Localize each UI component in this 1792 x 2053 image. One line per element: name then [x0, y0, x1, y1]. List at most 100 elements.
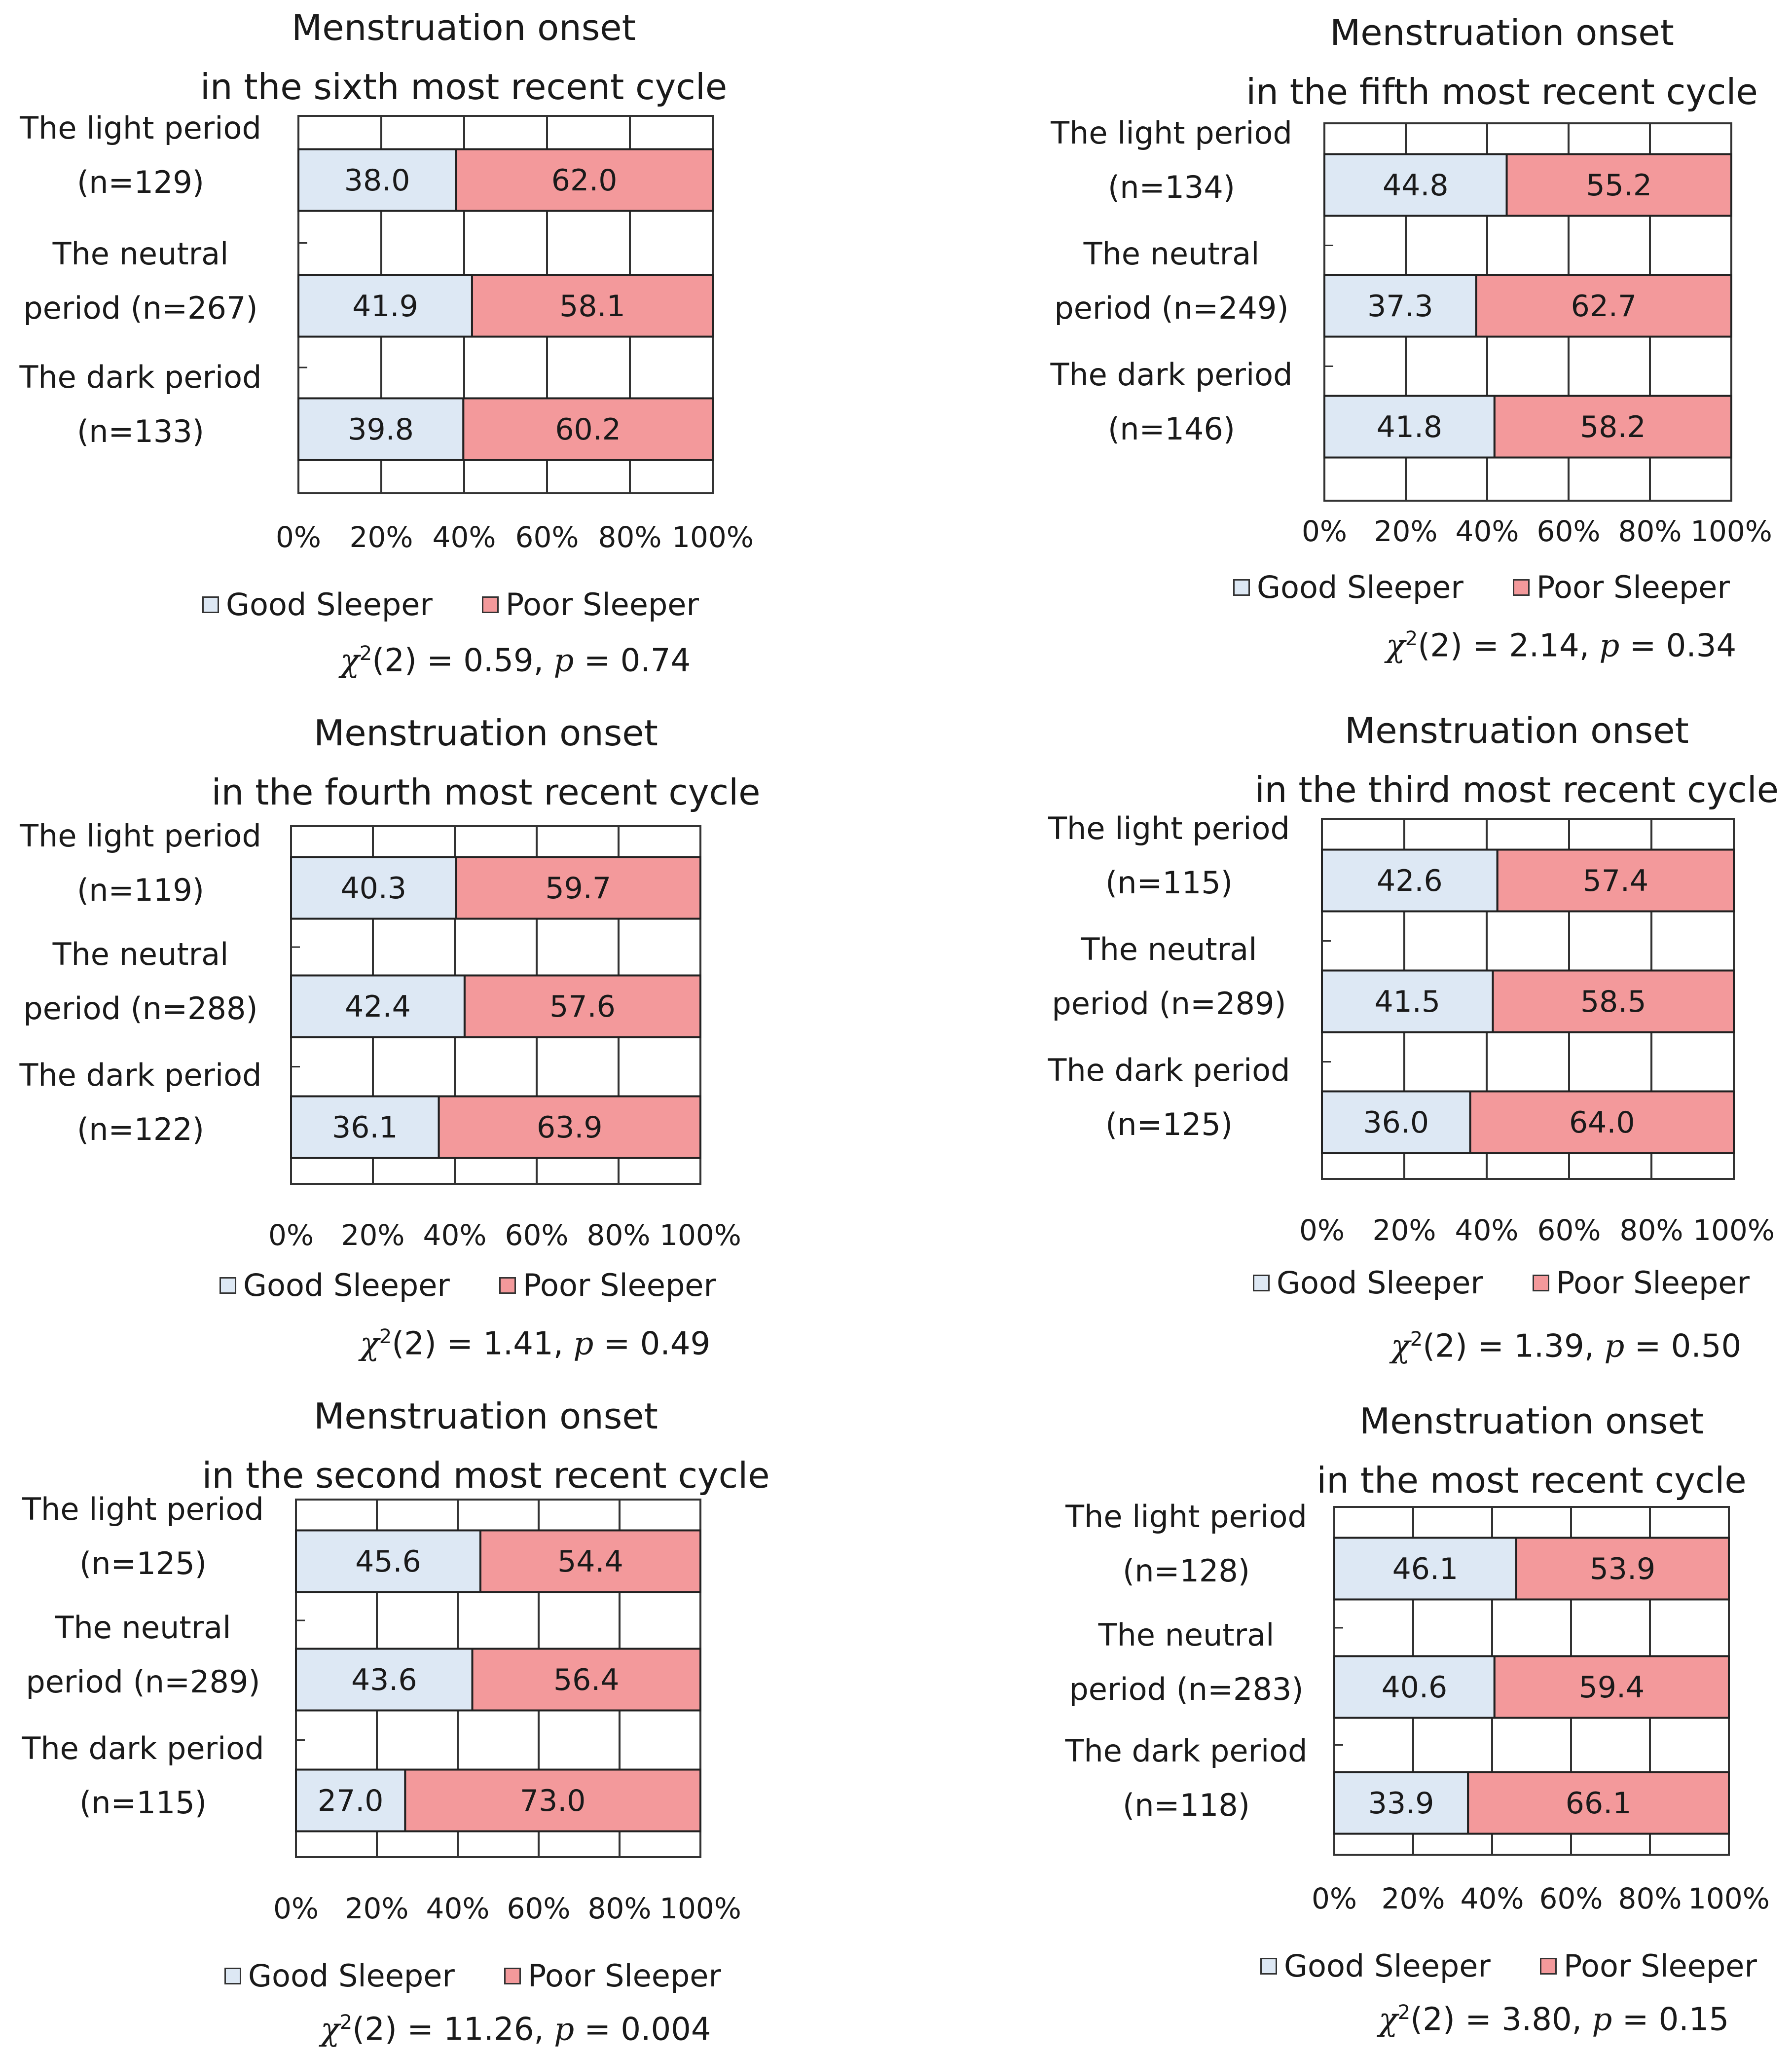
x-tick-label: 100%: [659, 1892, 741, 1925]
legend-item-good: Good Sleeper: [202, 589, 433, 620]
chi-value: (2) = 11.26,: [352, 2011, 554, 2048]
x-tick-label: 60%: [1537, 1213, 1601, 1247]
chi-value: (2) = 1.41,: [392, 1325, 574, 1362]
chi-value: (2) = 3.80,: [1410, 2001, 1592, 2038]
good-sleeper-bar: [1333, 1537, 1517, 1601]
legend-label: Poor Sleeper: [1536, 569, 1730, 605]
legend-swatch: [504, 1968, 521, 1984]
legend-item-good: Good Sleeper: [224, 1961, 455, 1991]
chi-superscript: 2: [379, 1325, 392, 1348]
x-tick-label: 80%: [598, 520, 662, 554]
good-sleeper-bar: [297, 397, 465, 461]
bar-value-label: 54.4: [557, 1544, 623, 1579]
bar-value-label: 64.0: [1569, 1105, 1635, 1140]
legend-swatch: [224, 1968, 241, 1984]
good-sleeper-bar: [1321, 848, 1499, 913]
chi-superscript: 2: [359, 642, 372, 665]
legend-item-poor: Poor Sleeper: [1532, 1268, 1750, 1298]
legend-swatch: [1532, 1275, 1549, 1291]
plot-area: 44.8 55.2 37.3 62.7 41.8 58.2: [1323, 122, 1733, 502]
category-label: (n=119): [77, 872, 204, 908]
legend-swatch: [1253, 1275, 1270, 1291]
x-tick-label: 80%: [1619, 1213, 1683, 1247]
chi-symbol: χ: [1379, 2001, 1398, 2038]
chi-symbol: χ: [1391, 1328, 1410, 1365]
category-label: The neutral: [52, 936, 229, 972]
chi-superscript: 2: [1410, 1328, 1423, 1351]
poor-sleeper-bar: [1496, 848, 1735, 913]
bar-value-label: 40.6: [1382, 1670, 1448, 1705]
x-tick-label: 100%: [1690, 514, 1772, 548]
category-label: The light period: [22, 1491, 264, 1527]
legend-item-good: Good Sleeper: [1260, 1951, 1491, 1981]
bar-value-label: 36.0: [1363, 1105, 1429, 1140]
category-label: The dark period: [19, 1057, 262, 1093]
x-tick-label: 20%: [341, 1218, 405, 1252]
legend-swatch: [1512, 579, 1530, 596]
bar-value-label: 66.1: [1566, 1786, 1632, 1821]
p-value: = 0.50: [1624, 1328, 1742, 1365]
legend-item-poor: Poor Sleeper: [499, 1270, 716, 1301]
legend-swatch: [481, 596, 499, 613]
chi-symbol: χ: [340, 642, 360, 679]
good-sleeper-bar: [1333, 1655, 1496, 1719]
chi-value: (2) = 1.39,: [1423, 1328, 1605, 1365]
x-tick-label: 40%: [432, 520, 496, 554]
bar-value-label: 73.0: [520, 1784, 586, 1818]
bar-value-label: 40.3: [340, 871, 406, 906]
chart-title-line2: in the sixth most recent cycle: [200, 66, 728, 108]
legend-item-poor: Poor Sleeper: [1512, 569, 1730, 605]
poor-sleeper-bar: [1475, 274, 1733, 338]
category-label: (n=128): [1123, 1553, 1250, 1589]
x-tick-label: 0%: [275, 520, 322, 554]
bar-value-label: 37.3: [1367, 289, 1433, 324]
x-tick-label: 100%: [659, 1218, 741, 1252]
x-tick-label: 20%: [349, 520, 413, 554]
bar-value-label: 41.5: [1374, 985, 1440, 1019]
plot-area: 38.0 62.0 41.9 58.1 39.8 60.2: [297, 115, 714, 494]
bar-value-label: 41.9: [352, 289, 418, 324]
chi-superscript: 2: [1405, 627, 1418, 650]
x-tick-label: 20%: [1372, 1213, 1436, 1247]
poor-sleeper-bar: [479, 1529, 701, 1593]
bar-value-label: 58.5: [1580, 985, 1646, 1019]
x-tick-label: 60%: [515, 520, 579, 554]
x-tick-label: 0%: [273, 1892, 319, 1925]
legend-label: Good Sleeper: [226, 587, 433, 623]
category-label: (n=133): [77, 413, 204, 449]
chi-superscript: 2: [1397, 2001, 1411, 2024]
chi-symbol: χ: [321, 2011, 340, 2048]
legend-swatch: [219, 1277, 236, 1294]
x-tick-label: 0%: [1299, 1213, 1345, 1247]
category-label: period (n=289): [1052, 986, 1286, 1022]
p-value: = 0.49: [593, 1325, 711, 1362]
good-sleeper-bar: [295, 1529, 481, 1593]
x-tick-label: 60%: [1536, 514, 1601, 548]
chart-title-line1: Menstruation onset: [1359, 1400, 1704, 1442]
x-tick-label: 20%: [1381, 1882, 1445, 1915]
legend: Good Sleeper Poor Sleeper: [1253, 1268, 1792, 1298]
poor-sleeper-bar: [1492, 969, 1735, 1033]
category-label: The dark period: [1050, 357, 1293, 393]
poor-sleeper-bar: [455, 148, 714, 212]
x-tick-label: 40%: [1460, 1882, 1524, 1915]
p-symbol: p: [573, 1325, 594, 1362]
category-label: The neutral: [55, 1610, 231, 1646]
category-label: The dark period: [1048, 1052, 1290, 1088]
x-tick-label: 100%: [672, 520, 754, 554]
poor-sleeper-bar: [1467, 1771, 1730, 1835]
category-label: The neutral: [1081, 931, 1257, 967]
poor-sleeper-bar: [1505, 153, 1732, 217]
chi-value: (2) = 0.59,: [372, 642, 554, 679]
p-value: = 0.15: [1612, 2001, 1729, 2038]
category-label: period (n=288): [23, 990, 258, 1026]
x-tick-label: 60%: [505, 1218, 569, 1252]
chi-square-stat: χ2(2) = 11.26, p = 0.004: [321, 2013, 711, 2045]
x-tick-label: 80%: [1618, 1882, 1682, 1915]
bar-value-label: 60.2: [555, 412, 621, 447]
poor-sleeper-bar: [471, 1648, 701, 1712]
bar-value-label: 38.0: [344, 163, 410, 198]
chi-value: (2) = 2.14,: [1418, 627, 1600, 664]
x-tick-label: 40%: [1455, 1213, 1519, 1247]
legend-label: Good Sleeper: [1284, 1948, 1491, 1984]
